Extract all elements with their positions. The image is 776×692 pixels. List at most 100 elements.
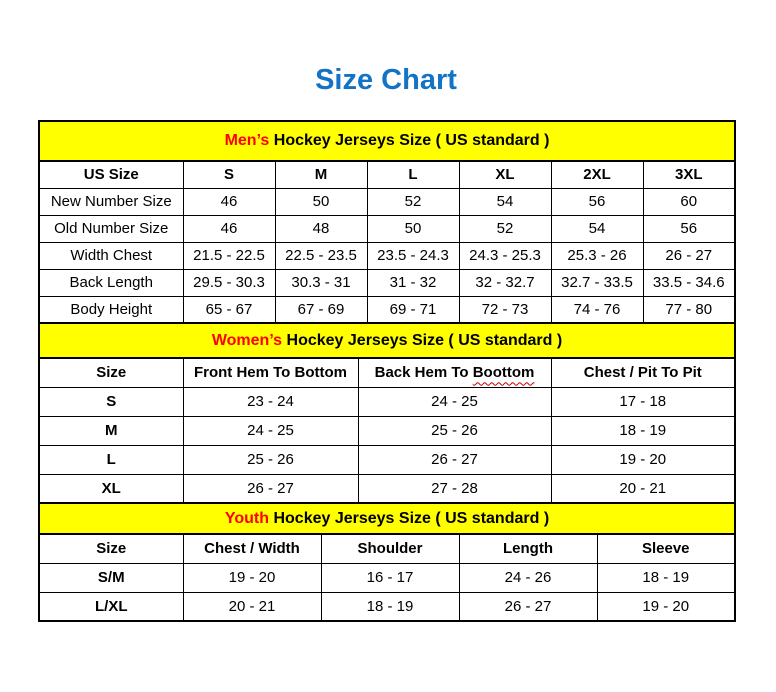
size-value-cell: 19 - 20: [596, 591, 736, 622]
womens-band-row: Women’s Hockey Jerseys Size ( US standar…: [37, 324, 737, 359]
mens-table-title: Men’s Hockey Jerseys Size ( US standard …: [37, 120, 737, 162]
size-value-cell: 19 - 20: [550, 444, 736, 475]
size-value-cell: 50: [366, 214, 460, 243]
size-value-cell: 77 - 80: [642, 295, 736, 324]
size-value-cell: 23 - 24: [182, 386, 359, 417]
youth-title-rest: Hockey Jerseys Size ( US standard ): [269, 509, 550, 527]
youth-table-title: Youth Hockey Jerseys Size ( US standard …: [37, 504, 737, 535]
column-header-length: Length: [458, 533, 598, 564]
table-row: Width Chest 21.5 - 22.5 22.5 - 23.5 23.5…: [38, 241, 736, 270]
size-value-cell: 25.3 - 26: [550, 241, 644, 270]
womens-size-table: Women’s Hockey Jerseys Size ( US standar…: [37, 324, 737, 504]
size-value-cell: 50: [274, 187, 368, 216]
size-value-cell: 26 - 27: [642, 241, 736, 270]
size-value-cell: 56: [550, 187, 644, 216]
size-value-cell: 32.7 - 33.5: [550, 268, 644, 297]
table-row: M 24 - 25 25 - 26 18 - 19: [38, 415, 736, 446]
size-value-cell: 26 - 27: [458, 591, 598, 622]
size-value-cell: 32 - 32.7: [458, 268, 552, 297]
size-value-cell: 25 - 26: [357, 415, 552, 446]
womens-title-rest: Hockey Jerseys Size ( US standard ): [282, 331, 563, 349]
table-row: Back Length 29.5 - 30.3 30.3 - 31 31 - 3…: [38, 268, 736, 297]
mens-band-row: Men’s Hockey Jerseys Size ( US standard …: [37, 120, 737, 162]
size-value-cell: 27 - 28: [357, 473, 552, 504]
size-value-cell: 21.5 - 22.5: [182, 241, 276, 270]
size-value-cell: 74 - 76: [550, 295, 644, 324]
table-row: Body Height 65 - 67 67 - 69 69 - 71 72 -…: [38, 295, 736, 324]
column-header-front-hem: Front Hem To Bottom: [182, 357, 359, 388]
womens-table-title: Women’s Hockey Jerseys Size ( US standar…: [37, 324, 737, 359]
column-header-chest-width: Chest / Width: [182, 533, 322, 564]
column-header-xl: XL: [458, 160, 552, 189]
column-header-us-size: US Size: [38, 160, 184, 189]
table-row: XL 26 - 27 27 - 28 20 - 21: [38, 473, 736, 504]
row-label: Back Length: [38, 268, 184, 297]
size-value-cell: 18 - 19: [596, 562, 736, 593]
size-value-cell: 22.5 - 23.5: [274, 241, 368, 270]
row-label: M: [38, 415, 184, 446]
table-row: L 25 - 26 26 - 27 19 - 20: [38, 444, 736, 475]
column-header-size: Size: [38, 533, 184, 564]
size-value-cell: 65 - 67: [182, 295, 276, 324]
table-row: New Number Size 46 50 52 54 56 60: [38, 187, 736, 216]
size-value-cell: 24 - 26: [458, 562, 598, 593]
size-value-cell: 26 - 27: [357, 444, 552, 475]
row-label: New Number Size: [38, 187, 184, 216]
back-hem-prefix: Back Hem To: [374, 364, 473, 382]
youth-header-row: Size Chest / Width Shoulder Length Sleev…: [38, 533, 736, 564]
womens-category-highlight: Women’s: [211, 331, 283, 349]
size-value-cell: 54: [550, 214, 644, 243]
column-header-s: S: [182, 160, 276, 189]
row-label: XL: [38, 473, 184, 504]
mens-header-row: US Size S M L XL 2XL 3XL: [38, 160, 736, 189]
column-header-shoulder: Shoulder: [320, 533, 460, 564]
size-value-cell: 29.5 - 30.3: [182, 268, 276, 297]
size-value-cell: 25 - 26: [182, 444, 359, 475]
youth-size-table: Youth Hockey Jerseys Size ( US standard …: [37, 504, 737, 622]
mens-category-highlight: Men’s: [224, 132, 270, 149]
row-label: L: [38, 444, 184, 475]
column-header-2xl: 2XL: [550, 160, 644, 189]
column-header-sleeve: Sleeve: [596, 533, 736, 564]
mens-title-rest: Hockey Jerseys Size ( US standard ): [269, 132, 550, 149]
size-value-cell: 52: [458, 214, 552, 243]
column-header-m: M: [274, 160, 368, 189]
size-value-cell: 18 - 19: [550, 415, 736, 446]
size-value-cell: 20 - 21: [550, 473, 736, 504]
row-label: Width Chest: [38, 241, 184, 270]
column-header-3xl: 3XL: [642, 160, 736, 189]
row-label: Body Height: [38, 295, 184, 324]
size-value-cell: 26 - 27: [182, 473, 359, 504]
table-row: S 23 - 24 24 - 25 17 - 18: [38, 386, 736, 417]
column-header-size: Size: [38, 357, 184, 388]
table-row: L/XL 20 - 21 18 - 19 26 - 27 19 - 20: [38, 591, 736, 622]
size-value-cell: 16 - 17: [320, 562, 460, 593]
size-value-cell: 48: [274, 214, 368, 243]
size-value-cell: 20 - 21: [182, 591, 322, 622]
size-value-cell: 23.5 - 24.3: [366, 241, 460, 270]
size-value-cell: 33.5 - 34.6: [642, 268, 736, 297]
size-value-cell: 30.3 - 31: [274, 268, 368, 297]
size-value-cell: 56: [642, 214, 736, 243]
table-row: S/M 19 - 20 16 - 17 24 - 26 18 - 19: [38, 562, 736, 593]
size-value-cell: 54: [458, 187, 552, 216]
column-header-chest-pit: Chest / Pit To Pit: [550, 357, 736, 388]
womens-header-row: Size Front Hem To Bottom Back Hem To Boo…: [38, 357, 736, 388]
size-value-cell: 46: [182, 214, 276, 243]
table-row: Old Number Size 46 48 50 52 54 56: [38, 214, 736, 243]
size-value-cell: 46: [182, 187, 276, 216]
size-value-cell: 24 - 25: [182, 415, 359, 446]
row-label: S/M: [38, 562, 184, 593]
row-label: Old Number Size: [38, 214, 184, 243]
misspelled-word: Boottom: [472, 364, 535, 382]
size-value-cell: 19 - 20: [182, 562, 322, 593]
column-header-back-hem: Back Hem To Boottom: [357, 357, 552, 388]
mens-size-table: Men’s Hockey Jerseys Size ( US standard …: [37, 120, 737, 324]
size-value-cell: 67 - 69: [274, 295, 368, 324]
size-value-cell: 24 - 25: [357, 386, 552, 417]
size-chart-tables: Men’s Hockey Jerseys Size ( US standard …: [37, 120, 737, 622]
youth-category-highlight: Youth: [224, 509, 270, 527]
size-value-cell: 24.3 - 25.3: [458, 241, 552, 270]
column-header-l: L: [366, 160, 460, 189]
